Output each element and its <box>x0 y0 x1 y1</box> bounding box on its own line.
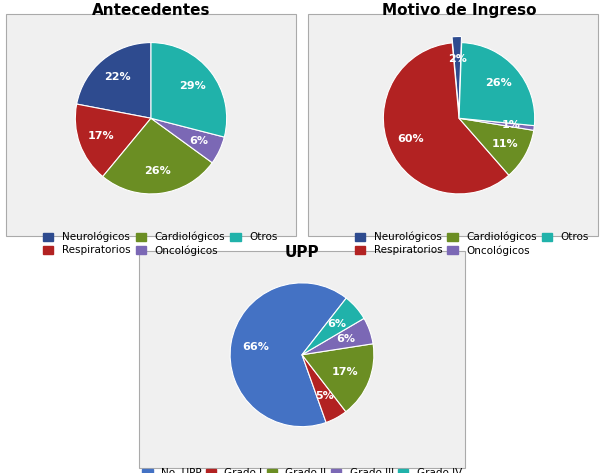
Text: 6%: 6% <box>190 136 208 146</box>
Text: 29%: 29% <box>179 81 206 91</box>
Title: UPP: UPP <box>284 245 320 260</box>
Text: 66%: 66% <box>242 342 269 352</box>
Text: 2%: 2% <box>448 54 467 64</box>
Wedge shape <box>302 318 373 355</box>
Text: 26%: 26% <box>144 166 171 176</box>
Text: 5%: 5% <box>315 391 334 401</box>
Text: 6%: 6% <box>327 319 347 329</box>
Legend: Neurológicos, Respiratorios, Cardiológicos, Oncológicos, Otros: Neurológicos, Respiratorios, Cardiológic… <box>39 228 281 260</box>
Title: Antecedentes: Antecedentes <box>92 3 210 18</box>
Wedge shape <box>76 104 151 176</box>
Text: 11%: 11% <box>492 139 519 149</box>
Wedge shape <box>459 118 534 175</box>
Wedge shape <box>459 43 535 126</box>
Wedge shape <box>302 344 374 412</box>
Text: 22%: 22% <box>104 72 130 82</box>
Wedge shape <box>151 118 224 163</box>
Wedge shape <box>103 118 212 194</box>
Text: 26%: 26% <box>486 79 512 88</box>
Text: 6%: 6% <box>336 334 356 344</box>
Wedge shape <box>151 43 226 137</box>
Wedge shape <box>230 283 346 427</box>
Wedge shape <box>452 36 461 112</box>
Wedge shape <box>302 298 364 355</box>
Wedge shape <box>302 355 346 422</box>
Wedge shape <box>459 118 535 131</box>
Wedge shape <box>384 43 509 194</box>
Text: 60%: 60% <box>397 134 423 144</box>
Wedge shape <box>77 43 151 118</box>
Legend: Neurológicos, Respiratorios, Cardiológicos, Oncológicos, Otros: Neurológicos, Respiratorios, Cardiológic… <box>351 228 593 260</box>
Text: 17%: 17% <box>88 131 115 141</box>
Text: 17%: 17% <box>332 367 359 377</box>
Text: 1%: 1% <box>502 120 521 130</box>
Legend: No  UPP, Grado I, Grado II, Grado III, Grado IV: No UPP, Grado I, Grado II, Grado III, Gr… <box>138 464 466 473</box>
Title: Motivo de Ingreso: Motivo de Ingreso <box>382 3 536 18</box>
